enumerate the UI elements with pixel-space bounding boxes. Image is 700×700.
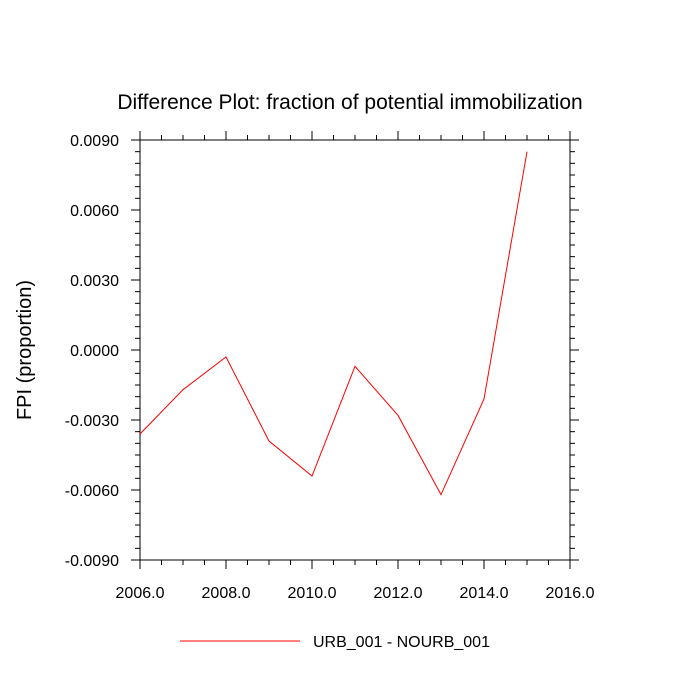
series-layer: [139, 151, 528, 496]
x-tick-label: 2016.0: [546, 585, 595, 602]
plot-frame: [139, 139, 571, 561]
y-tick-label: 0.0030: [70, 273, 119, 290]
plot-area: 2006.0 2008.0 2010.0 2012.0 2014.0 2016.0 0.00…: [65, 131, 595, 602]
x-tick-label: 2010.0: [288, 585, 337, 602]
y-axis-label: FPI (proportion): [14, 280, 36, 420]
x-tick-label: 2008.0: [202, 585, 251, 602]
y-tick-label: 0.0000: [70, 343, 119, 360]
y-tick-label: 0.0090: [70, 133, 119, 150]
legend: URB_001 - NOURB_001: [180, 634, 490, 651]
x-tick-label: 2006.0: [116, 585, 165, 602]
x-tick-label: 2014.0: [460, 585, 509, 602]
legend-label: URB_001 - NOURB_001: [313, 634, 490, 651]
y-tick-label: -0.0060: [65, 483, 119, 500]
y-tick-label: -0.0030: [65, 413, 119, 430]
chart-title: Difference Plot: fraction of potential i…: [117, 91, 582, 114]
series-line: [139, 151, 528, 496]
y-tick-label: -0.0090: [65, 553, 119, 570]
x-tick-label: 2012.0: [374, 585, 423, 602]
y-tick-label: 0.0060: [70, 203, 119, 220]
